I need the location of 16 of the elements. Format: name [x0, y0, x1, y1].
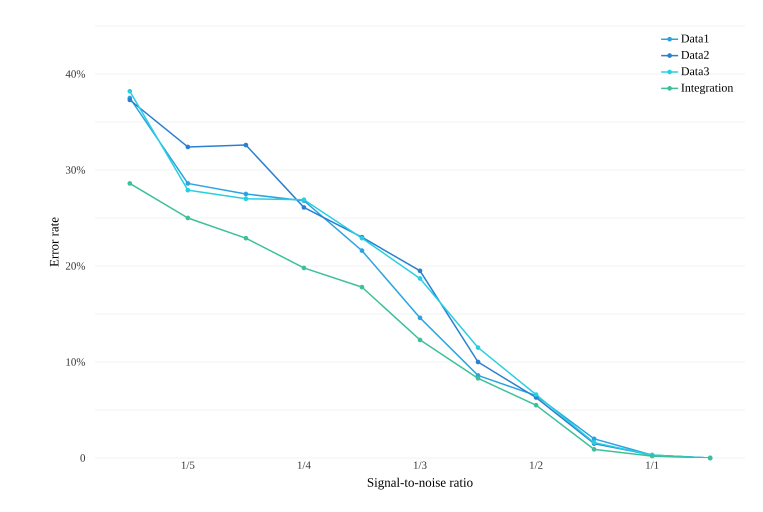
y-axis-title: Error rate: [50, 217, 59, 267]
legend-label: Data2: [681, 50, 709, 59]
y-tick-label: 20%: [66, 262, 86, 270]
x-axis-title: Signal-to-noise ratio: [368, 478, 473, 490]
y-tick-label: 10%: [66, 358, 86, 366]
x-tick-label: 1/4: [298, 462, 311, 469]
y-tick-label: 40%: [66, 70, 86, 78]
x-tick-label: 1/2: [530, 462, 542, 469]
x-tick-label: 1/5: [182, 462, 194, 469]
legend-label: Integration: [681, 84, 734, 94]
x-tick-label: 1/3: [414, 462, 427, 469]
x-tick-label: 1/1: [646, 462, 658, 469]
y-tick-label: 0: [80, 454, 86, 462]
legend-label: Data1: [681, 34, 709, 42]
legend-label: Data3: [681, 67, 709, 76]
y-tick-label: 30%: [66, 166, 86, 174]
